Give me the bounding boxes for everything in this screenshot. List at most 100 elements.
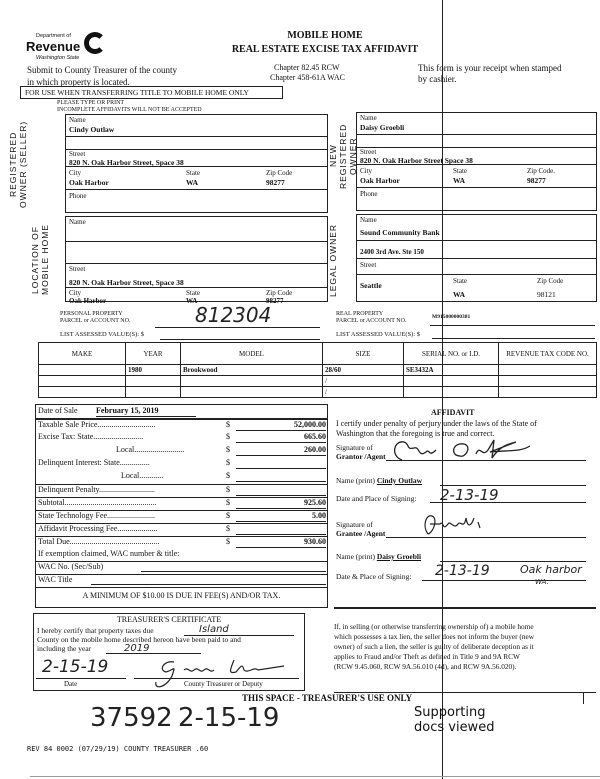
location-zip[interactable]: 98277 — [266, 297, 284, 305]
treasurer-signature[interactable] — [144, 656, 294, 692]
cell-serial[interactable] — [403, 375, 499, 387]
fee-label: Excise Tax: State.......................… — [38, 432, 144, 441]
fee-value[interactable] — [236, 524, 326, 535]
wac-title-input[interactable] — [91, 584, 326, 585]
dollar-sign: $ — [226, 498, 230, 507]
grantee-place-state[interactable]: WA. — [535, 578, 549, 586]
legal-owner-name[interactable]: Sound Community Bank — [360, 228, 440, 237]
buyer-city[interactable]: Oak Harbor — [360, 176, 400, 185]
seller-street[interactable]: 820 N. Oak Harbor Street, Space 38 — [69, 158, 184, 167]
submit-text: Submit to County Treasurer of the county — [27, 65, 177, 75]
legal-owner-state[interactable]: WA — [453, 290, 466, 299]
grantee-name[interactable]: Daisy Groebli — [376, 552, 422, 561]
dollar-sign: $ — [226, 511, 230, 520]
phone-label: Phone — [360, 190, 378, 198]
buyer-street[interactable]: 820 N. Oak Harbor Street Space 38 — [360, 156, 473, 165]
legal-owner-city[interactable]: Seattle — [360, 281, 382, 290]
treasurer-date[interactable]: 2-15-19 — [42, 657, 109, 677]
right-margin-tick — [583, 692, 584, 704]
fee-value[interactable] — [236, 471, 326, 482]
seller-state[interactable]: WA — [186, 178, 199, 187]
fee-value[interactable]: 52,000.00 — [236, 420, 326, 431]
city-label: City — [360, 167, 373, 175]
treasurer-year[interactable]: 2019 — [124, 643, 150, 654]
location-street[interactable]: 820 N. Oak Harbor Street, Space 38 — [69, 278, 184, 287]
cell-model[interactable] — [180, 375, 323, 387]
fee-label: Total Due...............................… — [38, 537, 160, 546]
chapter-wac: Chapter 458-61A WAC — [270, 73, 345, 82]
grantee-place[interactable]: Oak harbor — [520, 563, 582, 576]
fee-value[interactable]: 5.00 — [236, 511, 326, 522]
cell-tax-code[interactable] — [498, 386, 597, 398]
cell-model[interactable]: Brookwood — [180, 364, 323, 376]
dollar-sign: $ — [226, 537, 230, 546]
date-of-sale[interactable]: February 15, 2019 — [96, 406, 196, 417]
col-model: MODEL — [180, 342, 323, 365]
cell-tax-code[interactable] — [498, 364, 597, 376]
treasurer-county[interactable]: Island — [199, 624, 229, 635]
fee-value[interactable]: 925.60 — [236, 498, 326, 509]
fee-value[interactable]: 260.00 — [236, 445, 326, 456]
zip-label: Zip Code. — [527, 167, 555, 175]
fee-value[interactable] — [236, 485, 326, 496]
fee-label: Taxable Sale Price......................… — [38, 420, 156, 429]
fee-value[interactable] — [236, 458, 326, 469]
dor-swirl-icon — [84, 32, 106, 54]
cell-serial[interactable]: SE3432A — [403, 364, 499, 376]
cell-make[interactable] — [38, 364, 126, 376]
seller-zip[interactable]: 98277 — [266, 178, 285, 187]
legal-owner-zip[interactable]: 98121 — [537, 290, 556, 299]
street-label: Street — [360, 148, 377, 156]
fee-value[interactable]: 930.60 — [236, 537, 326, 548]
street-label: Street — [360, 261, 377, 269]
cell-make[interactable] — [38, 386, 126, 398]
chapter-rcw: Chapter 82.45 RCW — [274, 63, 340, 72]
state-label: State — [186, 169, 200, 177]
phone-label: Phone — [69, 192, 87, 200]
cell-year[interactable]: 1980 — [125, 364, 181, 376]
zip-label: Zip Code — [266, 169, 293, 177]
type-print-note: PLEASE TYPE OR PRINT — [57, 100, 125, 106]
fee-row: Subtotal................................… — [36, 497, 327, 510]
buyer-zip[interactable]: 98277 — [527, 176, 546, 185]
warning-line: which possesses a tax lien, the seller d… — [334, 632, 535, 641]
location-city[interactable]: Oak Harbor — [69, 297, 107, 305]
real-parcel-value[interactable]: M915000000381 — [432, 314, 471, 320]
cell-tax-code[interactable] — [498, 375, 597, 387]
grantor-label: Grantor /Agent — [336, 452, 386, 461]
grantor-name[interactable]: Cindy Outlaw — [376, 476, 423, 485]
seller-city[interactable]: Oak Harbor — [69, 178, 109, 187]
cell-make[interactable] — [38, 375, 126, 387]
grantor-date[interactable]: 2-13-19 — [440, 486, 499, 504]
grantee-date[interactable]: 2-13-19 — [435, 563, 490, 579]
real-parcel-label: PARCEL or ACCOUNT NO. — [336, 318, 407, 324]
grantor-signature[interactable] — [390, 436, 540, 464]
location-state[interactable]: WA — [186, 297, 198, 305]
buyer-state[interactable]: WA — [453, 176, 466, 185]
supporting-docs-stamp-2: docs viewed — [414, 720, 495, 735]
location-box: Name Street 820 N. Oak Harbor Street, Sp… — [65, 216, 328, 305]
seller-name[interactable]: Cindy Outlaw — [69, 125, 115, 134]
cell-year[interactable] — [125, 386, 181, 398]
dollar-sign: $ — [226, 445, 230, 454]
cell-serial[interactable] — [403, 386, 499, 398]
assessed-value-label: LIST ASSESSED VALUE(S): $ — [60, 331, 144, 338]
grantee-signature[interactable] — [420, 510, 490, 538]
real-property-label: REAL PROPERTY — [336, 311, 384, 317]
legal-owner-address[interactable]: 2400 3rd Ave. Ste 150 — [360, 248, 424, 256]
tax-lien-warning: If, in selling (or otherwise transferrin… — [334, 622, 534, 672]
cell-year[interactable] — [125, 375, 181, 387]
buyer-name[interactable]: Daisy Groebli — [360, 123, 405, 132]
dollar-sign: $ — [226, 471, 230, 480]
exemption-label: If exemption claimed, WAC number & title… — [38, 549, 180, 558]
fee-label: Subtotal................................… — [38, 498, 157, 507]
cell-size[interactable]: / — [322, 386, 404, 398]
wac-no-input[interactable] — [141, 571, 326, 572]
fee-label: Affidavit Processing Fee................… — [38, 524, 158, 533]
personal-parcel-value[interactable]: 812304 — [195, 303, 272, 327]
cell-model[interactable] — [180, 386, 323, 398]
cell-size[interactable]: 28/60 — [322, 364, 404, 376]
fee-value[interactable]: 665.60 — [236, 432, 326, 443]
cell-size[interactable]: / — [322, 375, 404, 387]
notice-text: FOR USE WHEN TRANSFERRING TITLE TO MOBIL… — [25, 88, 249, 97]
